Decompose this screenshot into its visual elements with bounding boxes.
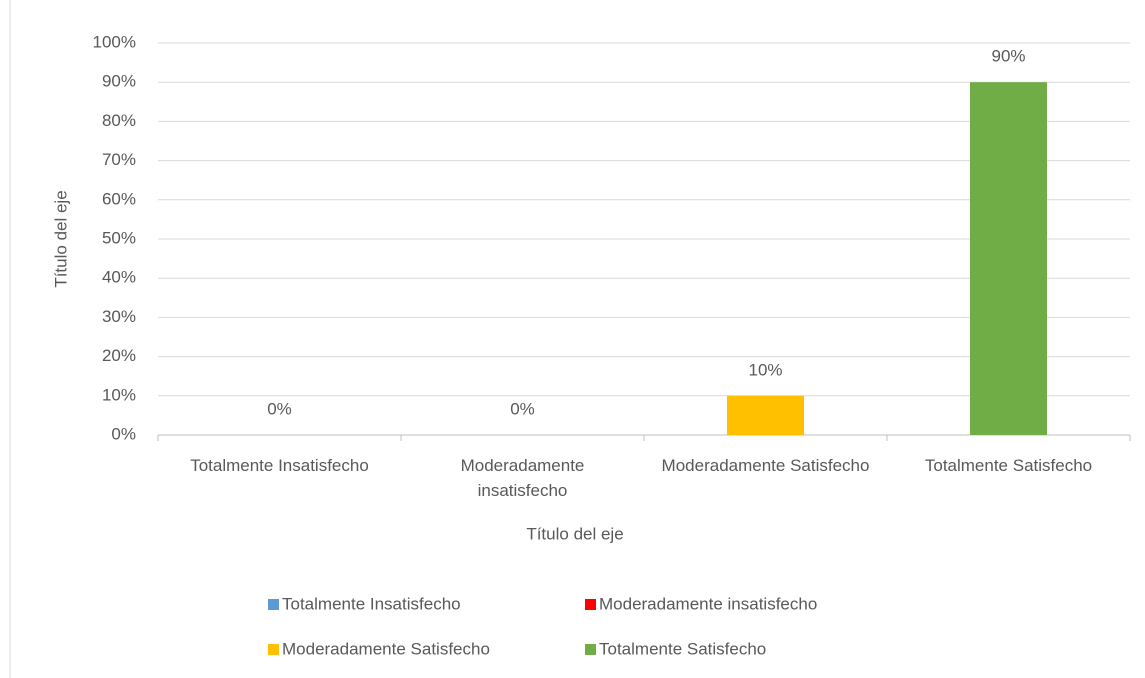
y-tick-label: 70% — [102, 150, 136, 169]
data-label: 0% — [510, 399, 535, 418]
legend-label: Moderadamente Satisfecho — [282, 639, 490, 658]
data-label: 0% — [267, 399, 292, 418]
x-tick-label: Totalmente Insatisfecho — [190, 456, 369, 475]
x-tick-label: Moderadamente insatisfecho — [461, 456, 585, 500]
data-label: 10% — [748, 360, 782, 379]
y-axis-title: Título del eje — [51, 190, 70, 287]
legend-label: Moderadamente insatisfecho — [599, 594, 817, 613]
legend-swatch — [585, 644, 596, 655]
legend-swatch — [268, 644, 279, 655]
bar — [727, 395, 804, 435]
x-tick-label: Totalmente Satisfecho — [925, 456, 1092, 475]
y-tick-label: 80% — [102, 111, 136, 130]
x-axis-title: Título del eje — [526, 524, 623, 543]
y-tick-label: 50% — [102, 228, 136, 247]
y-tick-label: 40% — [102, 268, 136, 287]
bar — [970, 82, 1047, 435]
legend-swatch — [585, 599, 596, 610]
legend-label: Totalmente Satisfecho — [599, 639, 766, 658]
y-tick-label: 0% — [111, 424, 136, 443]
data-label: 90% — [991, 47, 1025, 66]
y-tick-label: 90% — [102, 72, 136, 91]
y-tick-label: 60% — [102, 189, 136, 208]
y-tick-label: 100% — [93, 32, 136, 51]
y-tick-label: 30% — [102, 307, 136, 326]
legend-swatch — [268, 599, 279, 610]
y-tick-label: 20% — [102, 346, 136, 365]
legend-label: Totalmente Insatisfecho — [282, 594, 461, 613]
y-tick-label: 10% — [102, 385, 136, 404]
x-tick-label: Moderadamente Satisfecho — [662, 456, 870, 475]
